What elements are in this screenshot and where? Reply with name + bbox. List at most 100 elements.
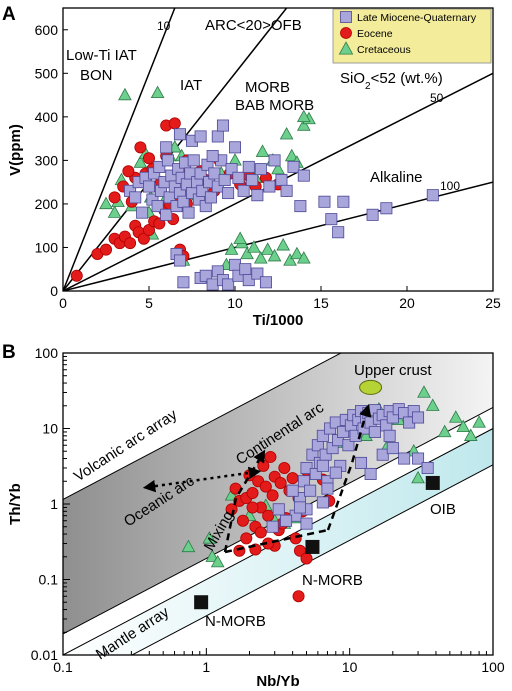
upper-crust-marker <box>359 379 383 395</box>
panel-a-square-point <box>232 171 245 184</box>
panel-a-square-point <box>275 173 288 186</box>
panel-a-square-point <box>177 276 190 289</box>
panel-b-triangle-point <box>448 410 463 423</box>
panel-a-triangle-point <box>276 238 290 251</box>
panel-a-triangle-point <box>118 87 132 101</box>
panel-a-x-tick-label: 5 <box>145 295 153 311</box>
panel-b-x-tick-label: 100 <box>481 659 505 675</box>
ratio-line-100 <box>63 181 493 291</box>
panel-a-square-point <box>194 167 207 180</box>
legend-marker-eocene <box>340 27 352 39</box>
panel-a-square-point <box>216 119 229 132</box>
panel-a-square-point <box>194 130 207 143</box>
panel-a-square-point <box>251 189 264 202</box>
reference-square-n-morb <box>305 539 320 554</box>
panel-a-x-tick-label: 10 <box>227 295 243 311</box>
sio2-subscript: 2 <box>365 81 371 92</box>
panel-a-circle-point <box>168 117 181 130</box>
panel-a-square-point <box>287 160 300 173</box>
panel-a-y-tick-label: 0 <box>50 283 58 299</box>
panel-a-y-tick-label: 300 <box>35 152 59 168</box>
panel-b-x-tick-label: 1 <box>202 659 210 675</box>
panel-a-square-point <box>246 173 259 186</box>
field-label-bab-morb: BAB MORB <box>235 97 314 114</box>
sio2-suffix: <52 (wt.%) <box>371 70 443 87</box>
panel-b-square-point <box>316 429 329 442</box>
panel-b-circle-point <box>278 461 291 474</box>
panel-b-square-point <box>286 484 299 497</box>
reference-square-n-morb <box>194 595 209 610</box>
panel-a-circle-point <box>142 152 155 165</box>
panel-a-y-tick-label: 600 <box>35 22 59 38</box>
panel-a-square-point <box>366 208 379 221</box>
legend-label-cretaceous: Cretaceous <box>357 44 411 56</box>
ratio-line-10 <box>63 8 176 291</box>
panel-a-square-point <box>325 213 338 226</box>
panel-a-square-point <box>294 200 307 213</box>
panel-a-y-tick-label: 100 <box>35 239 59 255</box>
panel-b-triangle-point <box>472 415 486 428</box>
panel-a-square-point <box>136 206 149 219</box>
panel-b-circle-point <box>236 514 249 527</box>
panel-b-square-point <box>329 466 342 479</box>
panel-b-square-point <box>266 520 279 533</box>
panel-a-triangle-point <box>247 240 261 253</box>
panel-b-y-tick-label: 0.1 <box>39 572 59 588</box>
panel-a-triangle-point <box>290 246 304 260</box>
panel-a-circle-point <box>100 243 113 256</box>
panel-a-triangle-point <box>224 242 239 255</box>
panel-b-triangle-point <box>417 385 431 398</box>
panel-b-y-tick-label: 100 <box>35 345 59 361</box>
panel-b-y-tick-label: 1 <box>50 496 58 512</box>
panel-a-triangle-point <box>253 251 268 264</box>
field-label-low-ti-iat: Low-Ti IAT <box>66 47 137 64</box>
panel-a-square-point <box>199 269 212 282</box>
panel-b-square-point <box>364 467 377 480</box>
panel-b-x-axis-title: Nb/Yb <box>256 673 299 690</box>
panel-b-square-point <box>297 475 310 488</box>
panel-a-square-point <box>297 169 310 182</box>
panel-a-y-axis-title: V(ppm) <box>7 124 24 176</box>
panel-a-square-point <box>225 163 238 176</box>
panel-b-square-point <box>412 452 425 465</box>
panel-b-circle-point <box>264 450 277 463</box>
panel-b-circle-point <box>240 532 253 545</box>
sio2-prefix: SiO <box>340 70 365 87</box>
panel-a-square-point <box>222 187 235 200</box>
legend-marker-cretaceous <box>338 41 354 55</box>
panel-a-circle-point <box>137 232 150 245</box>
panel-a-square-point <box>206 150 219 163</box>
panel-a-square-point <box>259 276 272 289</box>
panel-a-y-tick-label: 500 <box>35 65 59 81</box>
panel-b-square-point <box>280 514 293 527</box>
panel-a-circle-point <box>142 224 155 237</box>
panel-a-square-point <box>173 128 186 141</box>
panel-a-square-point <box>228 141 241 154</box>
panel-a-square-point <box>208 167 221 180</box>
panel-a-square-point <box>206 278 219 291</box>
reference-square-oib <box>425 475 440 490</box>
panel-b-reference-points <box>194 379 440 610</box>
panel-a-triangle-point <box>260 242 275 255</box>
panel-a-square-point <box>318 195 331 208</box>
panel-b-circle-point <box>254 526 267 539</box>
panel-a-x-tick-label: 25 <box>485 295 501 311</box>
panel-a-square-point <box>160 208 173 221</box>
panel-a-square-point <box>187 154 200 167</box>
panel-b-square-point <box>272 503 285 516</box>
panel-b-triangle-point <box>210 554 225 568</box>
panel-b-circle-point <box>286 472 299 485</box>
panel-a-square-point <box>182 206 195 219</box>
panel-a-square-point <box>211 130 224 143</box>
panel-a-triangle-point <box>296 109 311 123</box>
panel-a-square-point <box>280 184 293 197</box>
legend-label-late-miocene: Late Miocene-Quaternary <box>357 12 477 24</box>
panel-a-square-point <box>142 180 155 193</box>
panel-a-square-point <box>251 267 264 280</box>
panel-a-triangle-point <box>283 253 297 266</box>
panel-b-label: B <box>2 342 16 363</box>
legend-markers <box>338 11 354 55</box>
